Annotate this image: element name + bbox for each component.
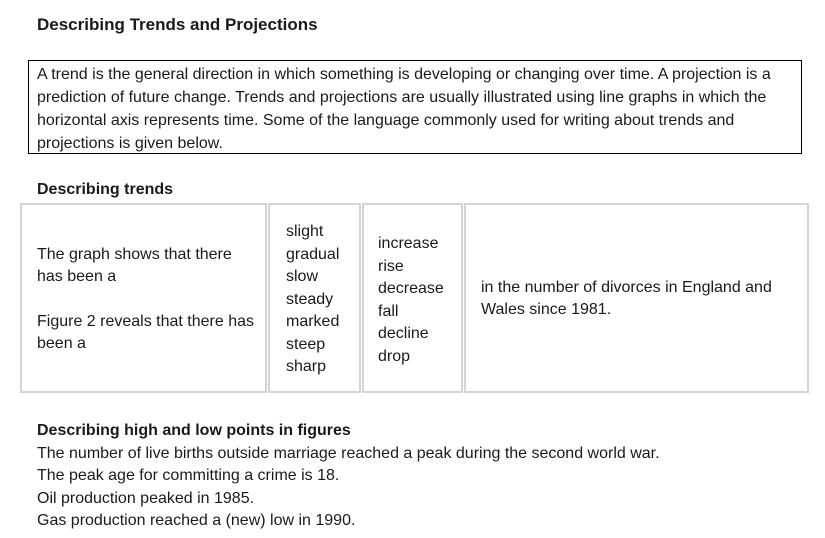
trends-heading: Describing trends [37,181,174,198]
page-title: Describing Trends and Projections [37,15,318,34]
highlow-sentence: Gas production reached a (new) low in 19… [37,512,356,529]
adjectives-cell: slight gradual slow steady marked steep … [268,203,361,393]
opener-2: Figure 2 reveals that there has been a [37,313,255,352]
noun-item: increase [378,235,439,252]
highlow-sentence: The number of live births outside marria… [37,444,660,462]
adjective-item: steady [286,290,334,308]
adjective-item: sharp [286,358,327,375]
noun-item: drop [378,347,411,365]
highlow-section: Describing high and low points in figure… [37,420,660,533]
adjective-item: steep [286,335,326,353]
opener-1: The graph shows that there has been a [37,246,232,285]
adjective-item: slight [286,223,324,240]
intro-box: A trend is the general direction in whic… [28,60,802,154]
highlow-sentence: The peak age for committing a crime is 1… [37,467,340,484]
adjective-item: marked [286,313,340,330]
nouns-cell: increase rise decrease fall decline drop [362,203,463,393]
adjective-list: slight gradual slow steady marked steep … [286,221,339,379]
highlow-heading: Describing high and low points in figure… [37,422,351,439]
ending-text: in the number of divorces in England and… [481,279,772,318]
ending-cell: in the number of divorces in England and… [464,203,809,393]
openers-cell: The graph shows that there has been a Fi… [20,203,267,393]
noun-item: rise [378,257,404,275]
adjective-item: gradual [286,245,340,263]
noun-item: decline [378,325,429,342]
noun-list: increase rise decrease fall decline drop [378,233,444,368]
noun-item: decrease [378,280,444,297]
highlow-sentence: Oil production peaked in 1985. [37,489,255,507]
noun-item: fall [378,302,399,320]
adjective-item: slow [286,268,319,285]
